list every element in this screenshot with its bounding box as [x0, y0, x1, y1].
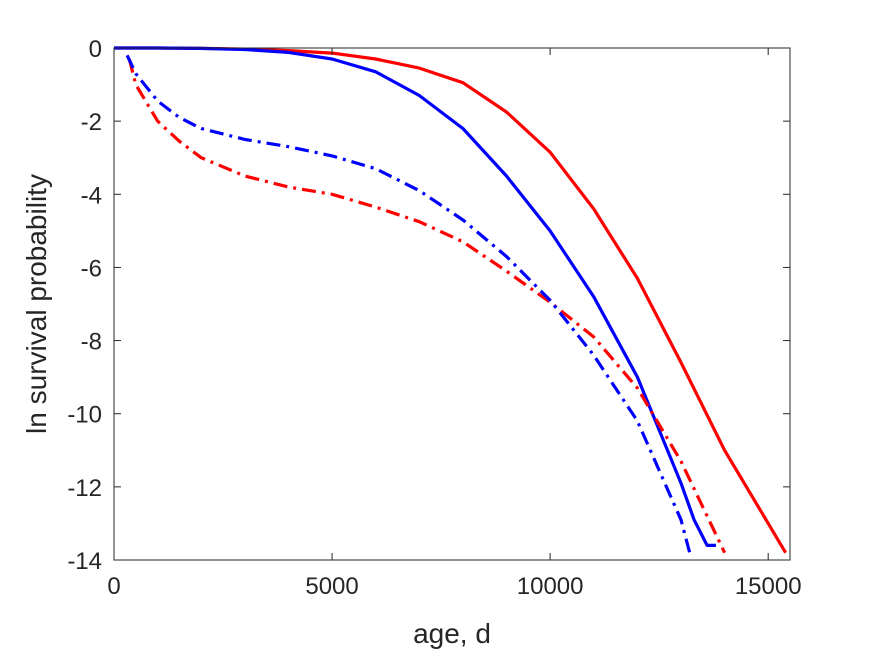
- y-axis-label: ln survival probability: [21, 174, 52, 434]
- x-tick-label: 0: [107, 573, 120, 600]
- y-tick-label: -4: [81, 182, 102, 209]
- y-tick-label: -14: [67, 548, 102, 575]
- y-tick-label: -8: [81, 329, 102, 356]
- y-tick-label: -2: [81, 109, 102, 136]
- x-tick-label: 10000: [517, 573, 584, 600]
- series-layer: [114, 46, 787, 554]
- x-axis-label: age, d: [413, 618, 491, 649]
- y-tick-label: -12: [67, 475, 102, 502]
- plot-area: [114, 48, 790, 560]
- series-line-4: [125, 54, 692, 554]
- y-tick-label: -10: [67, 402, 102, 429]
- y-tick-label: 0: [89, 36, 102, 63]
- x-tick-label: 5000: [305, 573, 358, 600]
- tick-layer: 0 5000 10000 15000 0 -2 -4 -6 -8 -10 -12 -14: [67, 36, 801, 600]
- plot-frame: [113, 47, 791, 561]
- x-tick-label: 15000: [735, 573, 802, 600]
- series-line-3: [127, 58, 727, 554]
- y-tick-label: -6: [81, 255, 102, 282]
- series-line-2: [114, 46, 716, 547]
